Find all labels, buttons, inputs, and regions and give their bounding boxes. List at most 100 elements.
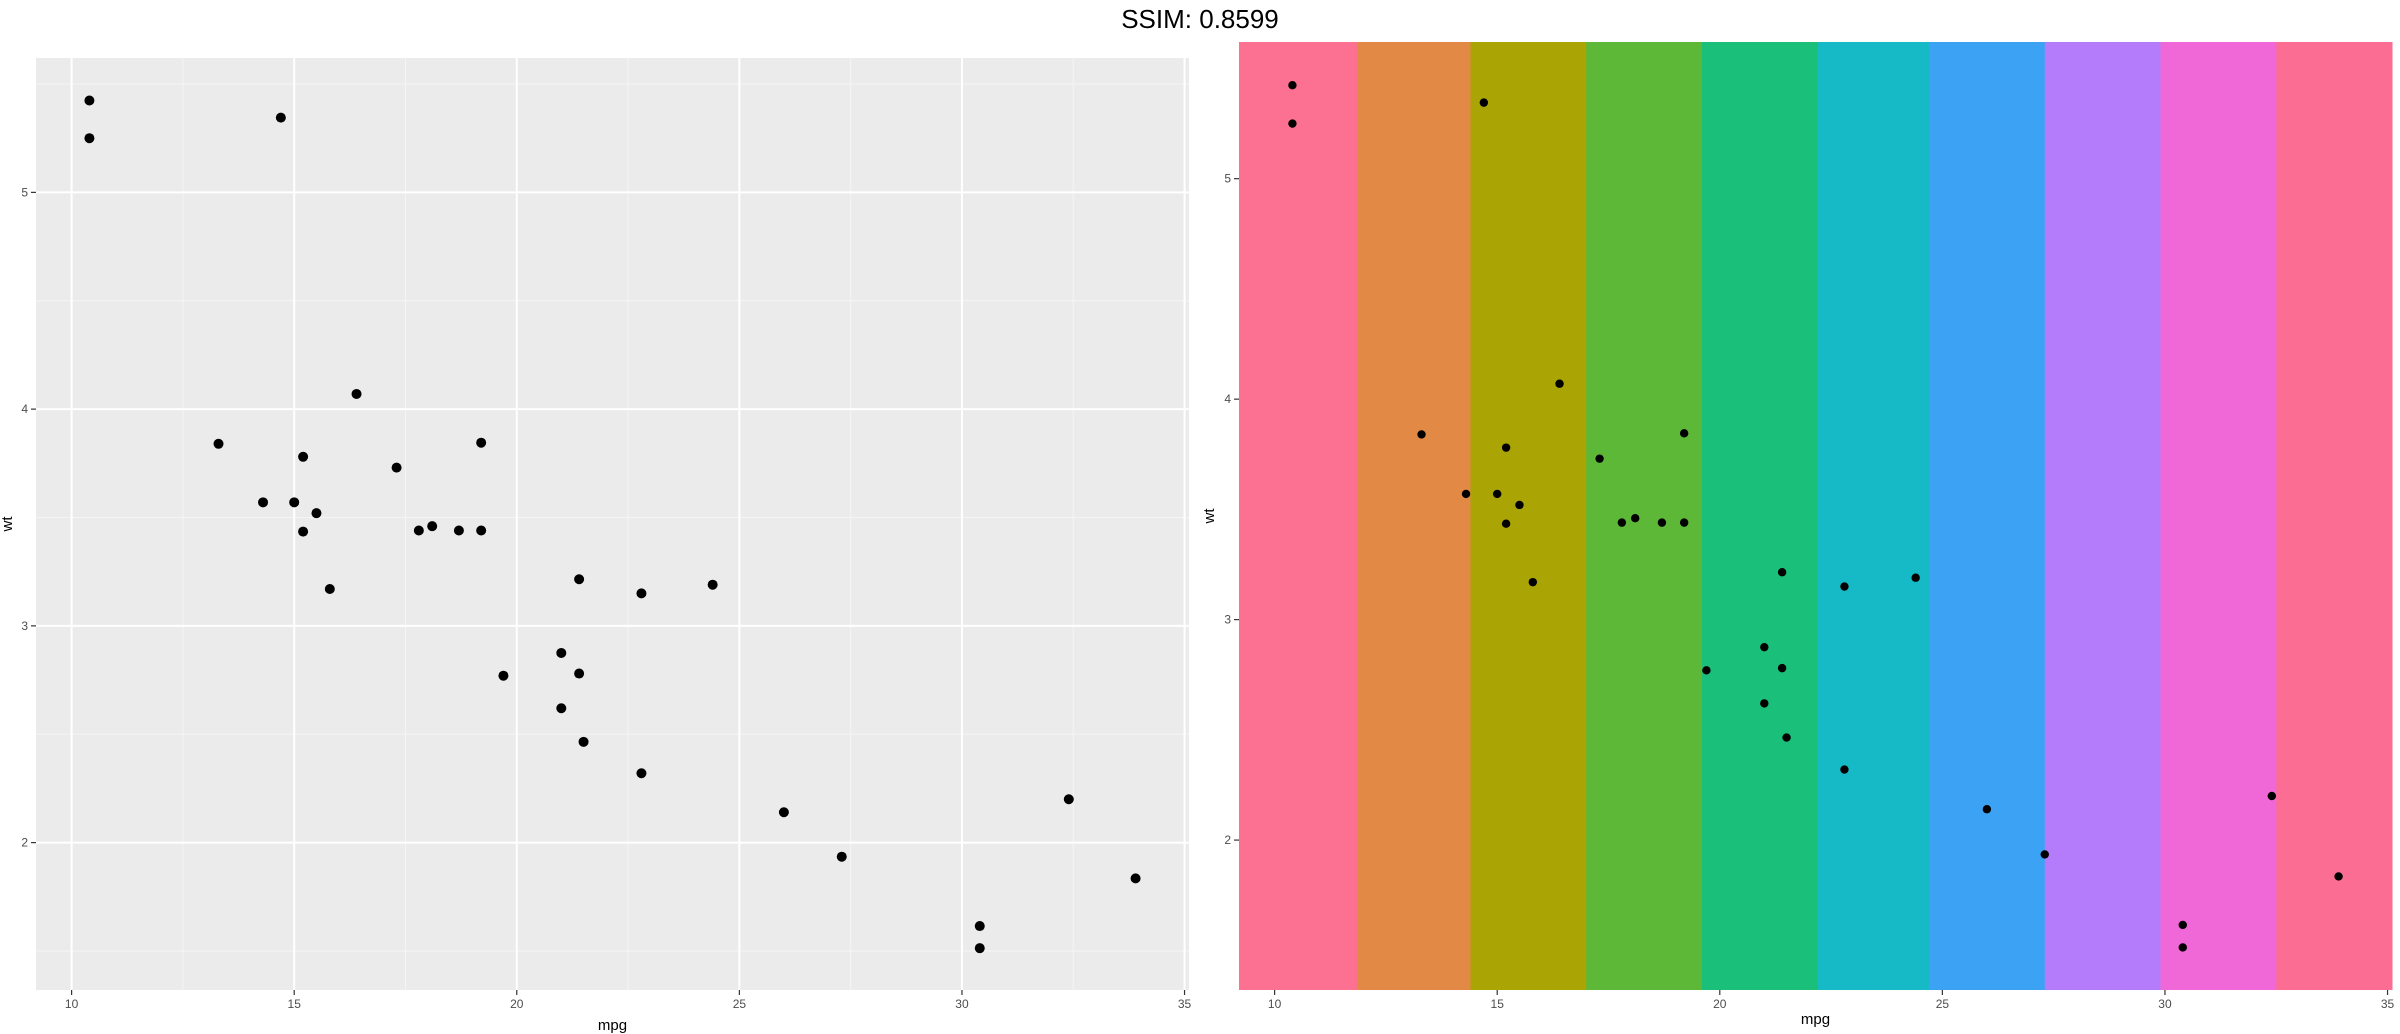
- data-point: [1501, 443, 1511, 452]
- data-point: [578, 736, 589, 747]
- data-point: [974, 943, 985, 954]
- x-tick-label: 30: [2158, 997, 2172, 1011]
- y-tick-label: 5: [1224, 172, 1231, 186]
- data-point: [498, 670, 509, 681]
- data-point: [1982, 805, 1992, 814]
- y-tick-label: 3: [21, 619, 28, 633]
- data-point: [1501, 519, 1511, 528]
- data-point: [351, 388, 362, 399]
- data-point: [2334, 872, 2343, 881]
- data-point: [556, 703, 567, 714]
- data-point: [391, 462, 402, 473]
- data-point: [1130, 873, 1141, 884]
- data-point: [1417, 430, 1426, 439]
- data-point: [1631, 514, 1640, 523]
- y-axis-label: wt: [0, 516, 16, 533]
- data-point: [1840, 765, 1849, 774]
- x-tick-label: 10: [65, 997, 79, 1011]
- x-axis-label: mpg: [1801, 1011, 1830, 1028]
- data-point: [1555, 379, 1564, 388]
- x-tick-label: 35: [1178, 997, 1192, 1011]
- left-chart: 10 15 20 25 30 35 2 3 4 5 mpg wt: [0, 58, 1192, 1034]
- data-point: [1777, 663, 1787, 673]
- x-tick-label: 15: [1491, 997, 1505, 1011]
- data-point: [1288, 119, 1297, 128]
- data-point: [298, 526, 309, 537]
- data-point: [836, 851, 847, 862]
- data-point: [556, 647, 567, 658]
- color-band-0: [1239, 42, 1358, 990]
- data-point: [275, 112, 286, 123]
- x-tick-label: 25: [1936, 997, 1950, 1011]
- data-point: [298, 451, 309, 462]
- color-band-9: [2276, 42, 2393, 990]
- data-point: [324, 584, 335, 595]
- x-tick-label: 30: [955, 997, 969, 1011]
- data-point: [1760, 699, 1769, 708]
- data-point: [574, 574, 585, 585]
- data-point: [1063, 794, 1074, 805]
- y-tick-label: 2: [1224, 833, 1231, 847]
- x-tick-label: 10: [1268, 997, 1282, 1011]
- x-tick-label: 35: [2381, 997, 2395, 1011]
- x-tick-label: 20: [1713, 997, 1727, 1011]
- color-band-6: [1929, 42, 2046, 990]
- x-axis-label: mpg: [598, 1017, 627, 1034]
- color-band-8: [2160, 42, 2277, 990]
- y-axis-label: wt: [1201, 508, 1218, 525]
- data-point: [974, 921, 985, 932]
- data-point: [413, 525, 424, 536]
- data-point: [258, 497, 269, 508]
- data-point: [707, 579, 718, 590]
- color-band-5: [1817, 42, 1930, 990]
- data-point: [1782, 733, 1791, 742]
- y-tick-label: 4: [21, 402, 28, 416]
- data-point: [1479, 98, 1489, 107]
- data-point: [2267, 791, 2277, 801]
- data-point: [778, 807, 789, 818]
- color-band-2: [1470, 42, 1587, 990]
- data-point: [213, 438, 224, 449]
- data-point: [84, 95, 95, 106]
- data-point: [1617, 518, 1627, 527]
- page-title: SSIM: 0.8599: [1121, 4, 1279, 34]
- data-point: [476, 525, 487, 536]
- plot-panel: [36, 58, 1189, 990]
- data-point: [1702, 666, 1711, 675]
- data-point: [1760, 642, 1769, 652]
- y-tick-label: 5: [21, 185, 28, 199]
- data-point: [427, 521, 438, 532]
- data-point: [2178, 920, 2187, 930]
- data-point: [84, 133, 95, 144]
- data-point: [1528, 577, 1538, 587]
- data-point: [1657, 518, 1667, 527]
- color-band-1: [1356, 42, 1471, 990]
- data-point: [1679, 429, 1689, 438]
- data-point: [1288, 81, 1297, 90]
- x-tick-label: 15: [288, 997, 302, 1011]
- data-point: [636, 768, 647, 779]
- y-tick-label: 2: [21, 836, 28, 850]
- data-point: [1515, 500, 1524, 510]
- data-point: [1911, 573, 1920, 582]
- data-point: [1461, 489, 1471, 499]
- data-point: [636, 588, 647, 599]
- color-band-3: [1586, 42, 1703, 990]
- data-point: [1679, 518, 1689, 527]
- data-point: [574, 668, 585, 679]
- data-point: [289, 497, 300, 508]
- y-tick-label: 4: [1224, 392, 1231, 406]
- right-chart: 10 15 20 25 30 35 2 3 4 5 mpg wt: [1201, 42, 2395, 1028]
- data-point: [476, 437, 487, 448]
- x-tick-label: 25: [733, 997, 747, 1011]
- color-band-7: [2044, 42, 2162, 990]
- color-band-4: [1701, 42, 1819, 990]
- data-point: [1840, 582, 1849, 591]
- data-point: [311, 508, 322, 519]
- data-point: [1595, 454, 1604, 463]
- data-point: [1493, 489, 1502, 499]
- data-point: [1777, 568, 1787, 577]
- data-point: [2178, 943, 2187, 952]
- y-tick-label: 3: [1224, 613, 1231, 627]
